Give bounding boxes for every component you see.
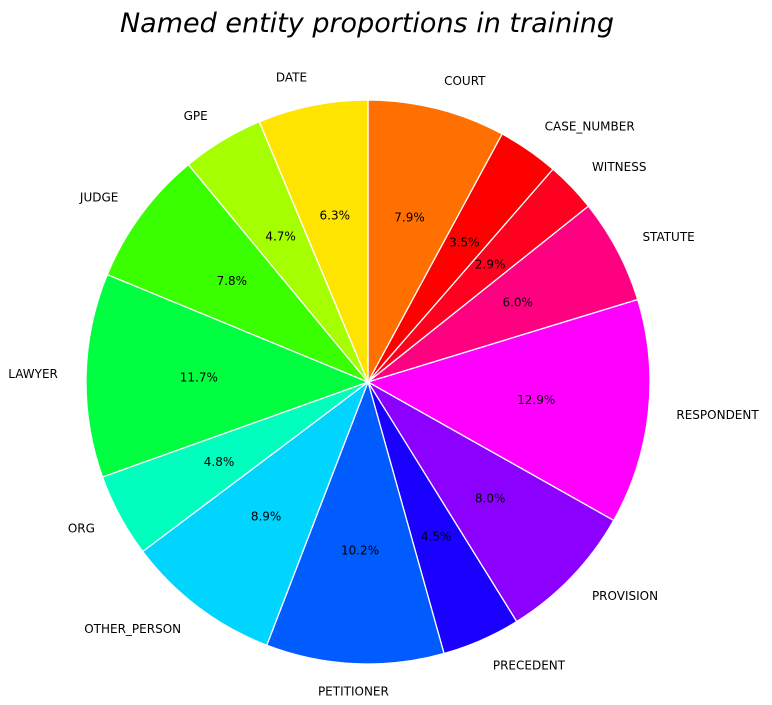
slice-lawyer	[85, 273, 370, 478]
label-lawyer: LAWYER	[8, 367, 58, 381]
percent-labels: 7.9% 3.5% 2.9% 6.0% 12.9% 8.0% 4.5% 10.2% 8.9% 4.…	[180, 209, 555, 558]
slice-respondent	[366, 298, 651, 522]
label-judge: JUDGE	[79, 190, 118, 204]
pct-label-judge: 7.8%	[217, 274, 248, 288]
slice-court	[367, 99, 504, 383]
pct-label-respondent: 12.9%	[517, 393, 555, 407]
label-provision: PROVISION	[592, 589, 658, 603]
label-other-person: OTHER_PERSON	[84, 622, 181, 636]
pct-label-petitioner: 10.2%	[341, 544, 379, 558]
label-petitioner: PETITIONER	[318, 684, 389, 698]
label-court: COURT	[444, 74, 486, 88]
pct-label-other-person: 8.9%	[251, 510, 282, 524]
pct-label-provision: 8.0%	[475, 492, 506, 506]
pct-label-precedent: 4.5%	[421, 529, 452, 543]
label-precedent: PRECEDENT	[493, 658, 566, 672]
slice-other-person	[141, 380, 370, 647]
label-case-number: CASE_NUMBER	[545, 119, 635, 133]
chart-title: Named entity proportions in training	[120, 8, 614, 39]
label-statute: STATUTE	[642, 230, 694, 244]
pct-label-date: 6.3%	[320, 209, 351, 223]
pct-label-org: 4.8%	[204, 455, 235, 469]
pct-label-lawyer: 11.7%	[180, 371, 218, 385]
label-respondent: RESPONDENT	[676, 408, 759, 422]
pct-label-court: 7.9%	[394, 210, 425, 224]
slice-provision	[367, 381, 615, 623]
pct-label-case-number: 3.5%	[449, 235, 480, 249]
pct-label-statute: 6.0%	[502, 296, 533, 310]
label-org: ORG	[68, 522, 95, 536]
slice-judge	[106, 163, 369, 383]
slice-petitioner	[265, 379, 445, 665]
pct-label-witness: 2.9%	[475, 257, 506, 271]
label-gpe: GPE	[184, 109, 208, 123]
category-labels: COURT CASE_NUMBER WITNESS STATUTE RESPONDENT…	[8, 70, 759, 698]
label-witness: WITNESS	[592, 160, 647, 174]
pie-slices	[85, 99, 651, 665]
label-date: DATE	[276, 70, 307, 84]
pct-label-gpe: 4.7%	[265, 230, 296, 244]
slice-date	[258, 99, 369, 383]
